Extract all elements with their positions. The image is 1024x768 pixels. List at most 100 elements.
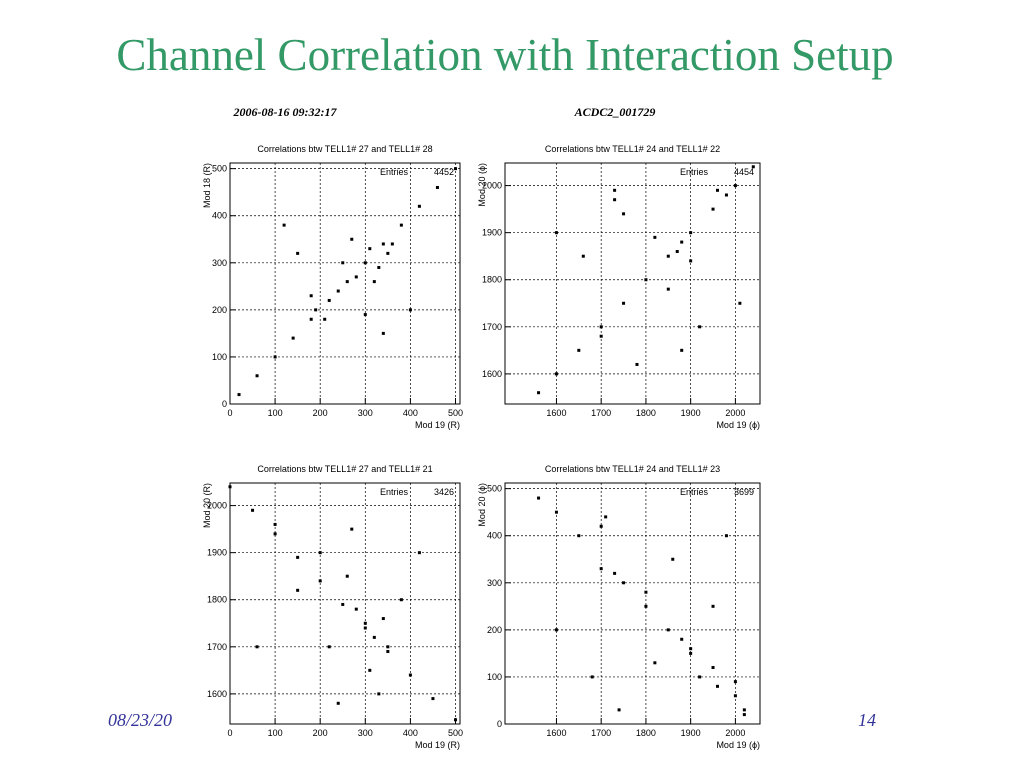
point xyxy=(350,237,354,241)
point xyxy=(599,567,603,571)
point xyxy=(716,684,719,688)
point xyxy=(622,581,626,585)
x-tick-label: 100 xyxy=(268,728,283,738)
plot-frame xyxy=(504,482,761,725)
x-tick-label: 1700 xyxy=(591,408,611,418)
y-tick-label: 2000 xyxy=(207,501,227,511)
point xyxy=(711,207,715,211)
point xyxy=(318,551,322,555)
stats-label: Entries xyxy=(680,167,709,177)
point xyxy=(327,645,331,649)
plot-frame xyxy=(229,482,461,725)
point xyxy=(689,231,693,235)
plot-frame xyxy=(504,162,761,405)
point xyxy=(689,259,693,263)
point xyxy=(314,308,318,312)
point xyxy=(604,515,608,519)
point xyxy=(537,391,541,395)
point xyxy=(724,534,728,538)
point xyxy=(733,184,737,188)
x-axis-label: Mod 19 (R) xyxy=(415,740,460,750)
x-axis-label: Mod 19 (ϕ) xyxy=(716,420,760,430)
y-axis-label: Mod 20 (ϕ) xyxy=(477,163,487,207)
x-tick-label: 1800 xyxy=(636,408,656,418)
point xyxy=(296,588,300,592)
point xyxy=(680,637,684,641)
y-tick-label: 100 xyxy=(487,672,502,682)
y-tick-label: 1700 xyxy=(482,322,502,332)
y-tick-label: 100 xyxy=(212,352,227,362)
point xyxy=(350,527,354,531)
plot-title: Correlations btw TELL1# 27 and TELL1# 21 xyxy=(257,464,432,474)
point xyxy=(751,165,755,169)
point xyxy=(408,673,412,677)
y-axis-label: Mod 20 (R) xyxy=(202,483,212,528)
y-tick-label: 400 xyxy=(212,211,227,221)
x-tick-label: 500 xyxy=(448,728,463,738)
y-tick-label: 300 xyxy=(487,578,502,588)
y-tick-label: 1600 xyxy=(207,689,227,699)
x-axis-label: Mod 19 (ϕ) xyxy=(716,740,760,750)
point xyxy=(408,308,412,312)
point xyxy=(381,617,385,621)
point xyxy=(599,524,603,528)
run-id: ACDC2_001729 xyxy=(574,105,656,119)
point xyxy=(590,675,594,679)
y-tick-label: 1800 xyxy=(207,595,227,605)
point xyxy=(309,294,313,298)
y-tick-label: 1900 xyxy=(207,548,227,558)
point xyxy=(733,694,737,698)
plot-frame xyxy=(229,162,461,405)
point xyxy=(291,336,295,340)
point xyxy=(399,223,403,227)
point xyxy=(577,348,581,352)
y-tick-label: 500 xyxy=(487,484,502,494)
point xyxy=(453,167,457,171)
point xyxy=(622,301,626,305)
point xyxy=(390,242,394,246)
point xyxy=(341,602,345,606)
point xyxy=(733,680,737,684)
point xyxy=(537,496,541,500)
y-tick-label: 1600 xyxy=(482,369,502,379)
stats-label: Entries xyxy=(380,167,409,177)
x-tick-label: 300 xyxy=(358,728,373,738)
footer-date: 08/23/20 xyxy=(108,710,172,730)
point xyxy=(617,708,621,712)
point xyxy=(613,198,617,202)
x-tick-label: 400 xyxy=(403,408,418,418)
x-tick-label: 100 xyxy=(268,408,283,418)
point xyxy=(689,647,693,651)
stats-label: Entries xyxy=(380,487,409,497)
point xyxy=(296,555,300,559)
page-number: 14 xyxy=(858,710,876,730)
x-tick-label: 200 xyxy=(313,408,328,418)
point xyxy=(251,508,255,512)
point xyxy=(323,317,327,321)
point xyxy=(318,579,322,583)
plot-title: Correlations btw TELL1# 24 and TELL1# 23 xyxy=(545,464,720,474)
y-tick-label: 300 xyxy=(212,258,227,268)
point xyxy=(327,298,331,302)
x-tick-label: 1600 xyxy=(546,728,566,738)
point xyxy=(724,193,728,197)
point xyxy=(399,598,403,602)
x-tick-label: 2000 xyxy=(725,728,745,738)
x-tick-label: 500 xyxy=(448,408,463,418)
point xyxy=(435,185,439,189)
point xyxy=(666,287,670,291)
point xyxy=(644,278,648,282)
point xyxy=(363,626,367,630)
y-tick-label: 500 xyxy=(212,164,227,174)
stats-value: 4452 xyxy=(434,167,454,177)
y-tick-label: 1800 xyxy=(482,275,502,285)
point xyxy=(354,275,358,279)
x-tick-label: 300 xyxy=(358,408,373,418)
point xyxy=(716,188,719,192)
y-axis-label: Mod 20 (ϕ) xyxy=(477,483,487,527)
point xyxy=(363,621,367,625)
point xyxy=(255,374,259,378)
point xyxy=(680,240,684,244)
point xyxy=(738,301,742,305)
point xyxy=(698,325,702,329)
